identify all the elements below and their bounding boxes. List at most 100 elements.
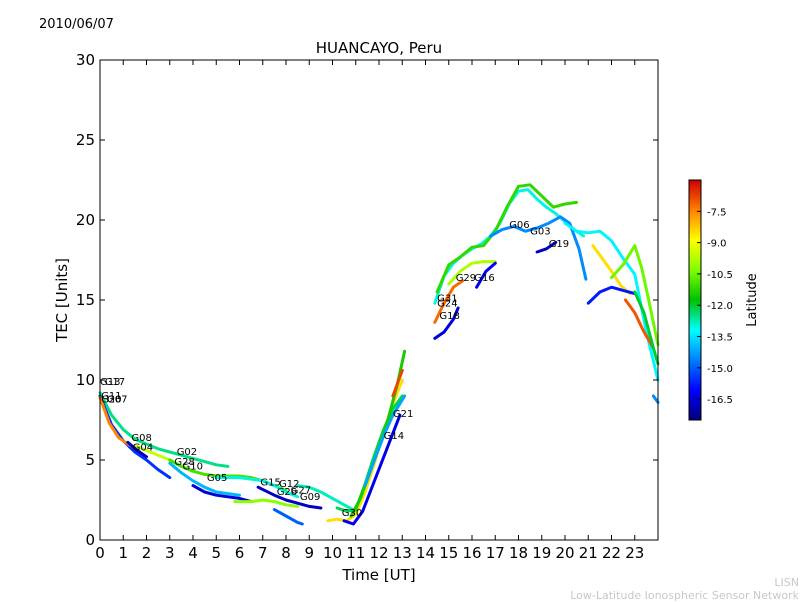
x-tick-label-17: 17 xyxy=(486,544,505,562)
credit-short: LISN xyxy=(774,576,799,589)
series-trace-y xyxy=(475,261,497,289)
x-tick-label-21: 21 xyxy=(579,544,598,562)
y-tick-label-25: 25 xyxy=(76,131,95,149)
x-tick-label-8: 8 xyxy=(281,544,291,562)
series-trace-w xyxy=(433,279,465,324)
x-tick-label-15: 15 xyxy=(439,544,458,562)
axes: 0 1 2 3 4 5 6 7 8 9 10 11 12 13 14 15 16 17 18 19 20 21 22 2305… xyxy=(76,51,659,562)
satellite-label-G12: G12 xyxy=(279,479,299,490)
colorbar-tick-label--12: -12.0 xyxy=(707,301,733,312)
colorbar-tick-label--10.5: -10.5 xyxy=(707,270,733,281)
x-tick-label-10: 10 xyxy=(323,544,342,562)
colorbar-tick-label--16.5: -16.5 xyxy=(707,395,733,406)
colorbar-tick-label--9: -9.0 xyxy=(707,239,727,250)
series-trace-v xyxy=(433,306,460,340)
satellite-label-G19: G19 xyxy=(549,239,569,250)
colorbar: Latitude -7.5 -9.0 -10.5 -12.0 -13.5 -15.0 -16… xyxy=(688,179,760,421)
x-tick-label-7: 7 xyxy=(258,544,268,562)
series-trace-k xyxy=(272,508,304,526)
satellite-label-G13: G13 xyxy=(100,377,120,388)
satellite-label-G10: G10 xyxy=(183,462,203,473)
satellite-label-G31: G31 xyxy=(437,294,457,305)
y-tick-label-30: 30 xyxy=(76,51,95,69)
series-trace-ac xyxy=(591,244,632,296)
y-tick-label-5: 5 xyxy=(85,451,95,469)
colorbar-tick-label--13.5: -13.5 xyxy=(707,333,733,344)
x-tick-label-14: 14 xyxy=(416,544,435,562)
colorbar-gradient xyxy=(688,179,702,421)
colorbar-tick-label--15: -15.0 xyxy=(707,364,733,375)
satellite-label-G28: G28 xyxy=(174,457,194,468)
x-tick-label-12: 12 xyxy=(369,544,388,562)
satellite-label-G30: G30 xyxy=(342,508,362,519)
satellite-label-G08: G08 xyxy=(131,433,151,444)
x-tick-label-0: 0 xyxy=(95,544,105,562)
satellite-label-G02: G02 xyxy=(177,447,197,458)
satellite-label-G24: G24 xyxy=(437,298,457,309)
x-tick-label-16: 16 xyxy=(462,544,481,562)
satellite-label-G21: G21 xyxy=(393,409,413,420)
series-trace-ag xyxy=(633,290,660,366)
series-trace-af xyxy=(624,298,655,350)
satellite-label-G27: G27 xyxy=(291,486,311,497)
y-tick-label-0: 0 xyxy=(85,531,95,549)
series-trace-l xyxy=(256,485,323,510)
satellite-label-G09: G09 xyxy=(300,492,320,503)
satellite-label-G06: G06 xyxy=(509,220,529,231)
x-tick-label-22: 22 xyxy=(602,544,621,562)
x-tick-label-4: 4 xyxy=(188,544,198,562)
y-tick-label-10: 10 xyxy=(76,371,95,389)
y-axis-label: TEC [Units] xyxy=(53,258,71,343)
series-trace-aa xyxy=(535,240,558,254)
colorbar-label: Latitude xyxy=(745,273,760,327)
x-tick-label-11: 11 xyxy=(346,544,365,562)
series-trace-h xyxy=(191,484,253,504)
satellite-label-G17: G17 xyxy=(105,377,125,388)
series-trace-p xyxy=(342,413,402,526)
x-tick-label-6: 6 xyxy=(235,544,245,562)
chart-title: HUANCAYO, Peru xyxy=(316,39,442,57)
x-tick-label-5: 5 xyxy=(211,544,221,562)
series-trace-f xyxy=(168,461,241,497)
y-tick-label-20: 20 xyxy=(76,211,95,229)
x-tick-label-20: 20 xyxy=(555,544,574,562)
x-tick-label-2: 2 xyxy=(142,544,152,562)
series-trace-m xyxy=(296,484,358,513)
series-trace-i xyxy=(233,498,300,508)
series-trace-e xyxy=(126,440,148,459)
satellite-label-G07: G07 xyxy=(107,394,127,405)
satellite-label-G29: G29 xyxy=(456,273,476,284)
satellite-label-G04: G04 xyxy=(133,442,153,453)
satellite-label-G26: G26 xyxy=(277,487,297,498)
series-trace-x xyxy=(447,260,497,286)
series-trace-r xyxy=(391,368,404,398)
x-tick-label-9: 9 xyxy=(304,544,314,562)
series-trace-a xyxy=(98,391,230,468)
series-trace-j xyxy=(214,476,300,499)
satellite-label-G15: G15 xyxy=(260,478,280,489)
series-trace-ae xyxy=(586,285,637,305)
series-trace-u xyxy=(435,183,579,294)
x-tick-label-18: 18 xyxy=(509,544,528,562)
satellite-label-G20: G20 xyxy=(101,394,121,405)
x-axis-label: Time [UT] xyxy=(341,566,415,584)
colorbar-tick-label--7.5: -7.5 xyxy=(707,207,727,218)
credit-long: Low-Latitude Ionospheric Sensor Network xyxy=(570,589,799,602)
y-tick-label-15: 15 xyxy=(76,291,95,309)
satellite-label-G11: G11 xyxy=(101,391,121,402)
satellite-label-G05: G05 xyxy=(207,473,227,484)
satellite-label-G14: G14 xyxy=(384,431,404,442)
date-stamp: 2010/06/07 xyxy=(39,17,114,32)
x-tick-label-3: 3 xyxy=(165,544,175,562)
x-tick-label-1: 1 xyxy=(118,544,128,562)
series-trace-ad xyxy=(610,244,660,347)
series-trace-s xyxy=(363,394,407,488)
x-tick-label-13: 13 xyxy=(393,544,412,562)
series-trace-z xyxy=(489,215,588,281)
x-tick-label-19: 19 xyxy=(532,544,551,562)
x-tick-label-23: 23 xyxy=(625,544,644,562)
series-trace-ah xyxy=(651,394,660,404)
satellite-label-G18: G18 xyxy=(439,311,459,322)
